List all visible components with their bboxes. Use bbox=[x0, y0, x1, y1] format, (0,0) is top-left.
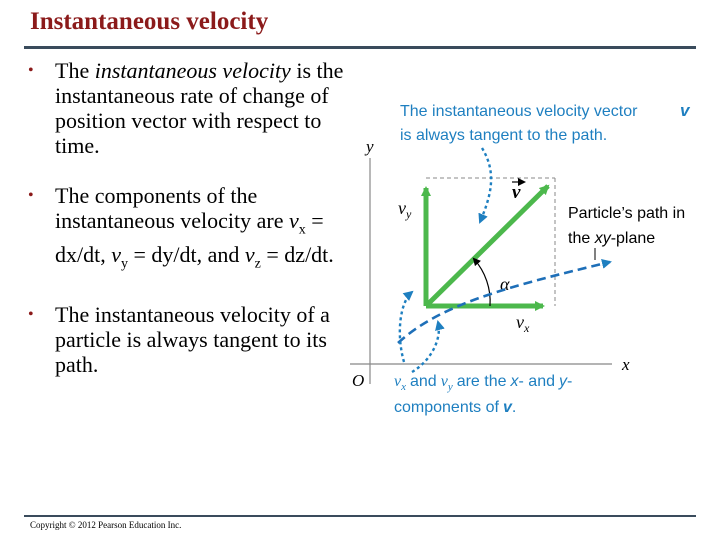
particle-path-curve bbox=[397, 259, 612, 344]
bullet-text: is the instantaneous rate of change of p… bbox=[55, 58, 344, 158]
bullet-list: • The instantaneous velocity is the inst… bbox=[28, 58, 348, 402]
alpha-label: α bbox=[500, 274, 510, 294]
vz-subscript: z bbox=[254, 256, 261, 272]
bullet-text: The bbox=[55, 58, 95, 83]
path-label-line2: the xy-plane bbox=[568, 230, 655, 247]
bullet-text: The components of the instantaneous velo… bbox=[55, 183, 289, 233]
vy-symbol: v bbox=[111, 242, 121, 268]
bullet-marker: • bbox=[28, 62, 34, 79]
x-axis-label: x bbox=[621, 355, 630, 374]
vy-equation: = dy/dt, and bbox=[128, 242, 245, 268]
slide-title: Instantaneous velocity bbox=[30, 8, 269, 35]
angle-arc bbox=[472, 257, 491, 307]
bullet-marker: • bbox=[28, 187, 34, 204]
bullet-item-definition: • The instantaneous velocity is the inst… bbox=[28, 58, 348, 158]
caption-top-line1: The instantaneous velocity vector bbox=[400, 103, 638, 120]
vy-label: vy bbox=[398, 198, 412, 221]
callout-top-arrow bbox=[478, 147, 493, 224]
callout-vy-arrow bbox=[398, 290, 414, 363]
caption-bottom-line1: vx and vy are the x- and y- bbox=[394, 373, 572, 393]
y-axis-label: y bbox=[364, 137, 374, 156]
vz-equation: = dz/dt. bbox=[260, 242, 334, 268]
vx-label: vx bbox=[516, 312, 530, 335]
velocity-vector-arrow bbox=[424, 184, 550, 308]
caption-top-line2: is always tangent to the path. bbox=[400, 127, 607, 144]
bullet-item-components: • The components of the instantaneous ve… bbox=[28, 183, 348, 277]
bullet-text: The instantaneous velocity of a particle… bbox=[55, 301, 330, 377]
bullet-item-tangent: • The instantaneous velocity of a partic… bbox=[28, 302, 348, 377]
vz-symbol: v bbox=[244, 242, 255, 268]
velocity-diagram: The instantaneous velocity vector v is a… bbox=[350, 101, 691, 416]
bullet-marker: • bbox=[28, 305, 34, 323]
vx-subscript: x bbox=[298, 222, 306, 238]
caption-bottom-line2: components of v. bbox=[394, 399, 516, 416]
callout-vx-arrow bbox=[411, 320, 445, 374]
title-divider bbox=[24, 46, 696, 49]
vy-subscript: y bbox=[121, 256, 128, 272]
bullet-emphasis: instantaneous velocity bbox=[94, 58, 291, 83]
vx-symbol: v bbox=[288, 208, 299, 233]
footer-divider bbox=[24, 515, 696, 517]
copyright-notice: Copyright © 2012 Pearson Education Inc. bbox=[30, 520, 182, 530]
path-label-line1: Particle’s path in bbox=[568, 205, 685, 222]
v-vector-label: v bbox=[512, 182, 521, 203]
origin-label: O bbox=[352, 371, 364, 390]
vx-equation: = dx/dt, bbox=[55, 208, 324, 268]
caption-top-v-symbol: v bbox=[680, 101, 691, 120]
